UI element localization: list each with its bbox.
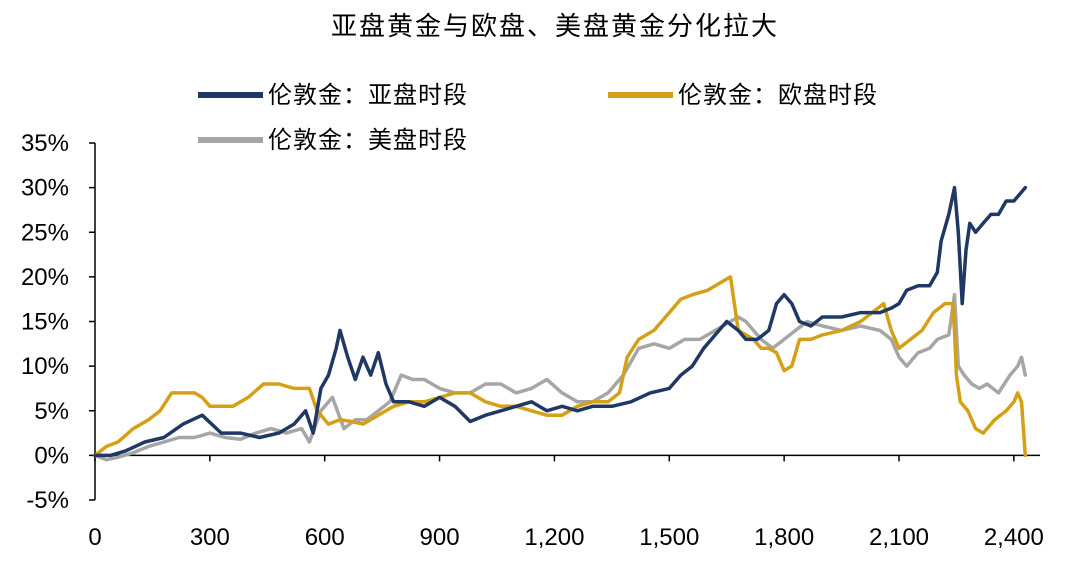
x-tick-label-7: 2,100 (869, 524, 929, 551)
x-tick-label-3: 900 (420, 524, 460, 551)
y-tick-label-5: 10% (21, 353, 69, 380)
series-line-europe (93, 275, 1028, 458)
x-ticks: 0 300 600 900 1,200 1,500 1,800 2,100 2,400 (88, 455, 1044, 551)
x-tick-label-2: 600 (305, 524, 345, 551)
x-tick-label-8: 2,400 (984, 524, 1044, 551)
legend-label-europe: 伦敦金：欧盘时段 (678, 81, 878, 109)
series-line-asia (93, 185, 1028, 458)
chart-title: 亚盘黄金与欧盘、美盘黄金分化拉大 (331, 12, 779, 42)
legend-entry-us[interactable]: 伦敦金：美盘时段 (198, 126, 468, 154)
y-tick-label-0: 35% (21, 130, 69, 157)
y-tick-label-8: -5% (26, 487, 69, 514)
x-tick-label-5: 1,500 (639, 524, 699, 551)
x-tick-label-6: 1,800 (754, 524, 814, 551)
legend: 伦敦金：亚盘时段 伦敦金：欧盘时段 伦敦金：美盘时段 (198, 81, 878, 154)
y-tick-label-2: 25% (21, 219, 69, 246)
legend-entry-asia[interactable]: 伦敦金：亚盘时段 (198, 81, 468, 109)
x-tick-label-1: 300 (190, 524, 230, 551)
series-group (93, 185, 1028, 462)
x-tick-label-0: 0 (88, 524, 101, 551)
x-tick-label-4: 1,200 (524, 524, 584, 551)
series-line-us (93, 292, 1028, 462)
y-tick-label-4: 15% (21, 309, 69, 336)
axes (94, 143, 1040, 500)
legend-label-us: 伦敦金：美盘时段 (268, 126, 468, 154)
y-tick-label-6: 5% (34, 398, 69, 425)
legend-entry-europe[interactable]: 伦敦金：欧盘时段 (608, 81, 878, 109)
y-tick-label-7: 0% (34, 442, 69, 469)
y-ticks: 35% 30% 25% 20% 15% 10% 5% 0% -5% (21, 130, 95, 514)
y-tick-label-3: 20% (21, 264, 69, 291)
y-tick-label-1: 30% (21, 175, 69, 202)
legend-label-asia: 伦敦金：亚盘时段 (268, 81, 468, 109)
